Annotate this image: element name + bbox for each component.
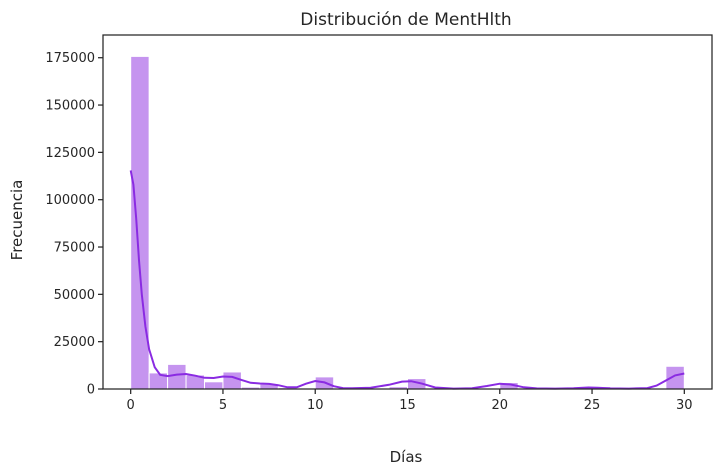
x-tick-label: 30 — [676, 398, 693, 413]
y-tick-label: 100000 — [45, 193, 95, 208]
y-tick-label: 125000 — [45, 146, 95, 161]
x-tick-label: 15 — [399, 398, 416, 413]
y-tick-label: 50000 — [54, 288, 95, 303]
histogram-bars — [130, 55, 685, 390]
y-axis-ticks: 0 25000 50000 75000 100000 125000 150000 175000 — [45, 51, 103, 398]
y-tick-label: 175000 — [45, 51, 95, 66]
x-tick-label: 0 — [127, 398, 135, 413]
kde-line — [129, 170, 685, 390]
histogram-bar — [204, 381, 224, 390]
plot-frame — [102, 34, 713, 390]
histogram-bar — [665, 365, 685, 390]
histogram-bar — [222, 371, 242, 390]
y-tick-label: 150000 — [45, 99, 95, 114]
x-axis-ticks: 0 5 10 15 20 25 30 — [127, 389, 693, 413]
histogram-bar — [130, 55, 150, 390]
histogram-bar — [167, 363, 187, 390]
y-tick-label: 75000 — [54, 241, 95, 256]
y-tick-label: 25000 — [54, 335, 95, 350]
x-tick-label: 25 — [584, 398, 601, 413]
x-tick-label: 20 — [491, 398, 508, 413]
x-tick-label: 10 — [307, 398, 324, 413]
y-axis-label: Frecuencia — [8, 180, 26, 261]
x-tick-label: 5 — [219, 398, 227, 413]
chart-title: Distribución de MentHlth — [300, 10, 511, 30]
x-axis-label: Días — [390, 448, 423, 466]
y-tick-label: 0 — [87, 383, 95, 398]
